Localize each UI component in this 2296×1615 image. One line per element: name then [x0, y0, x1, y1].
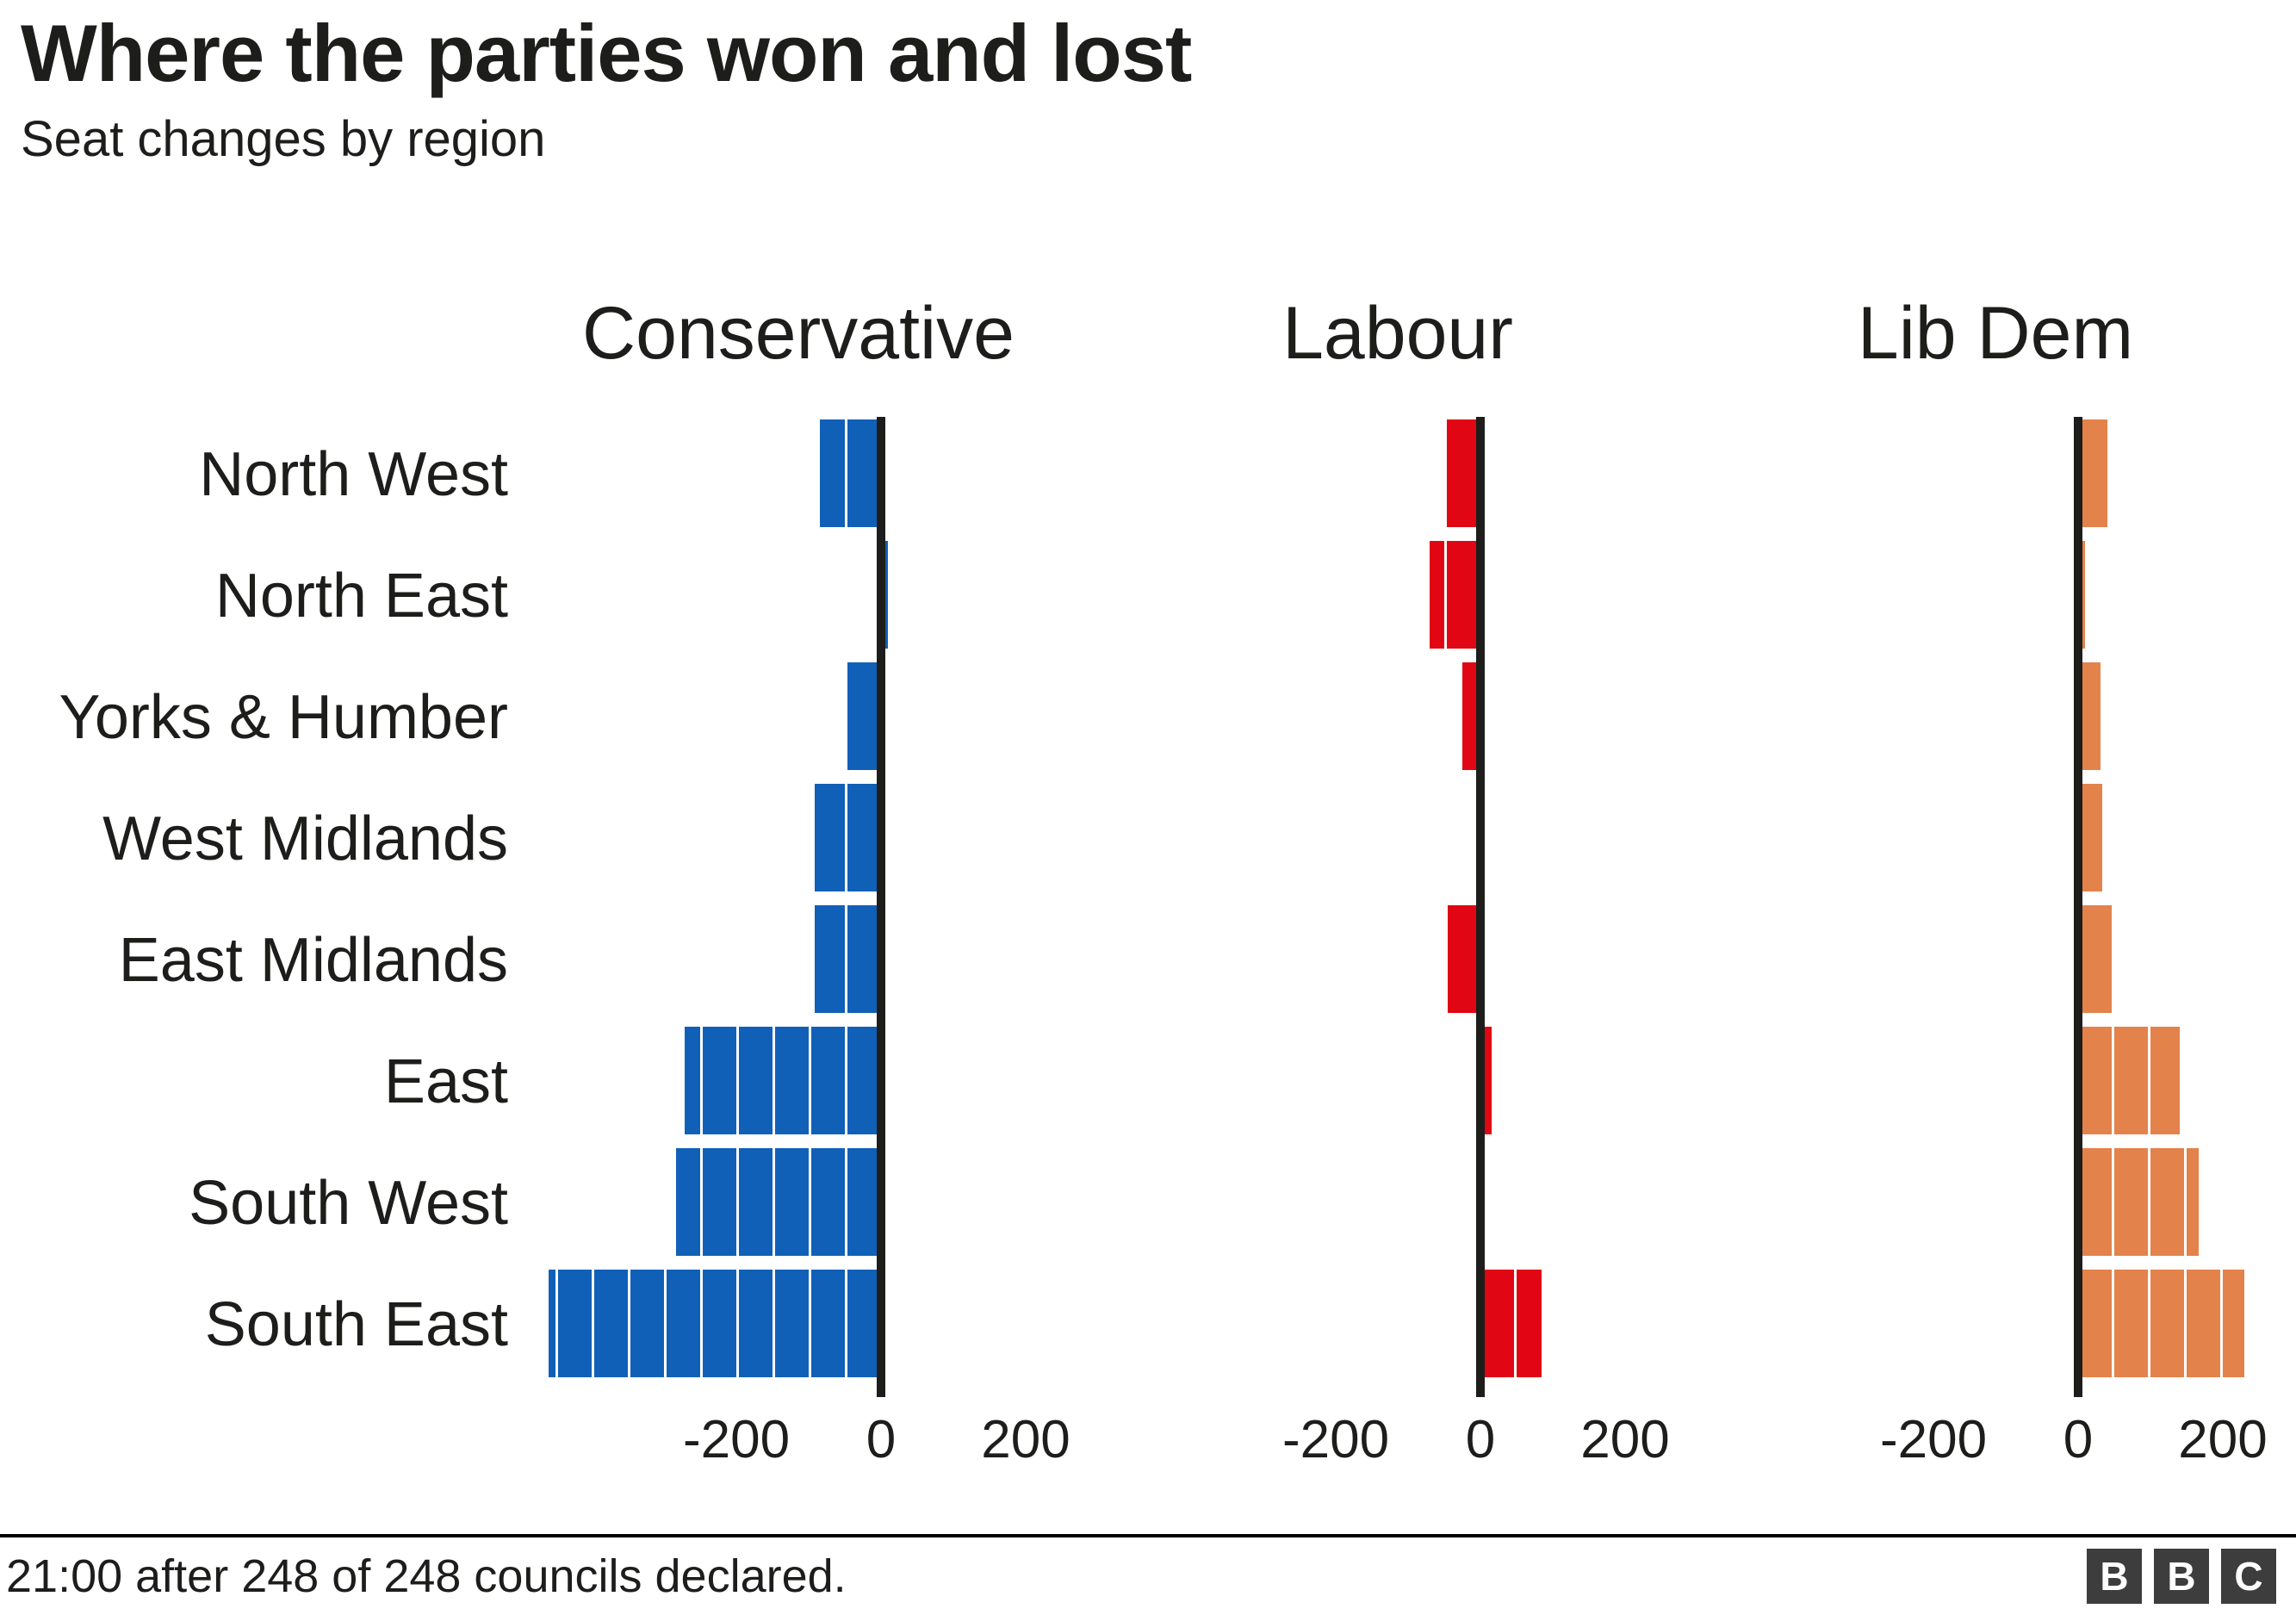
tick-label-labour--200: -200	[1281, 1410, 1390, 1469]
bbc-logo-letter-1: B	[2087, 1549, 2142, 1604]
zero-axis-lib-dem	[2074, 417, 2082, 1397]
bar-lib-dem-north-west	[2078, 419, 2107, 527]
region-label-north-west: North West	[199, 439, 508, 509]
panel-header-conservative: Conservative	[582, 292, 1015, 375]
panel-conservative: Conservative -200 0 200	[540, 0, 1070, 1516]
bar-labour-north-east	[1430, 541, 1480, 649]
bar-labour-south-east	[1480, 1270, 1542, 1377]
bbc-logo-letter-2: B	[2154, 1549, 2209, 1604]
bar-lib-dem-south-west	[2078, 1148, 2199, 1256]
panel-lib-dem: Lib Dem -200 0 200	[1737, 0, 2268, 1516]
bar-labour-north-west	[1447, 419, 1480, 527]
zero-axis-conservative	[877, 417, 885, 1397]
bar-conservative-south-west	[676, 1148, 881, 1256]
bar-conservative-north-west	[820, 419, 881, 527]
bar-labour-yorks-humber	[1462, 662, 1480, 770]
region-label-east: East	[383, 1047, 508, 1116]
tick-label-labour-200: 200	[1580, 1410, 1670, 1469]
bar-lib-dem-east	[2078, 1027, 2180, 1134]
region-label-yorks-humber: Yorks & Humber	[59, 682, 508, 752]
tick-label-conservative--200: -200	[682, 1410, 791, 1469]
chart-subtitle: Seat changes by region	[21, 111, 546, 167]
region-label-south-east: South East	[204, 1289, 508, 1359]
bar-conservative-west-midlands	[815, 784, 881, 891]
footer-note: 21:00 after 248 of 248 councils declared…	[6, 1550, 847, 1602]
tick-label-lib-dem-0: 0	[2063, 1410, 2094, 1469]
region-label-west-midlands: West Midlands	[102, 804, 508, 873]
footer-divider-line	[0, 1534, 2296, 1537]
tick-label-conservative-200: 200	[981, 1410, 1070, 1469]
tick-label-lib-dem-200: 200	[2178, 1410, 2268, 1469]
region-label-east-midlands: East Midlands	[118, 925, 508, 995]
region-label-north-east: North East	[214, 561, 508, 630]
panel-labour: Labour -200 0 200	[1139, 0, 1670, 1516]
bar-lib-dem-south-east	[2078, 1270, 2244, 1377]
bar-conservative-east-midlands	[815, 905, 881, 1013]
bar-labour-east-midlands	[1448, 905, 1480, 1013]
region-label-south-west: South West	[189, 1168, 508, 1238]
bar-conservative-yorks-humber	[847, 662, 881, 770]
bar-conservative-south-east	[549, 1270, 881, 1377]
bbc-logo-letter-3: C	[2221, 1549, 2276, 1604]
bar-conservative-east	[685, 1027, 881, 1134]
panel-header-labour: Labour	[1282, 292, 1513, 375]
tick-label-labour-0: 0	[1465, 1410, 1496, 1469]
tick-label-conservative-0: 0	[866, 1410, 897, 1469]
bar-lib-dem-east-midlands	[2078, 905, 2113, 1013]
zero-axis-labour	[1476, 417, 1485, 1397]
chart-title: Where the parties won and lost	[21, 8, 1192, 98]
panel-header-lib-dem: Lib Dem	[1857, 292, 2134, 375]
tick-label-lib-dem--200: -200	[1879, 1410, 1988, 1469]
